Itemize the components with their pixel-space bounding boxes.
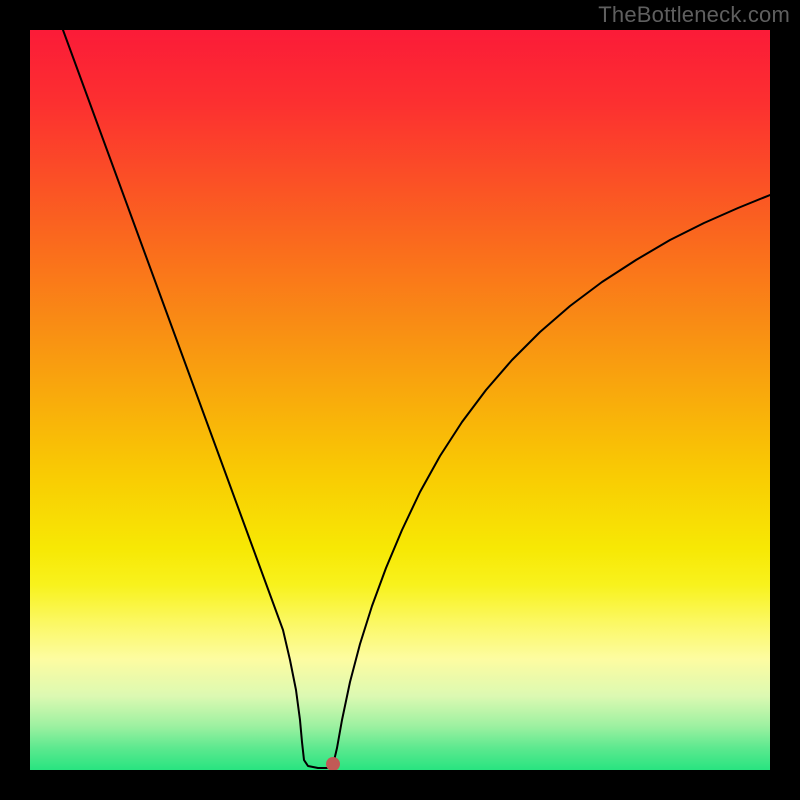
plot-area	[30, 30, 770, 770]
chart-svg	[30, 30, 770, 770]
watermark-text: TheBottleneck.com	[598, 2, 790, 28]
chart-background	[30, 30, 770, 770]
chart-frame: TheBottleneck.com	[0, 0, 800, 800]
